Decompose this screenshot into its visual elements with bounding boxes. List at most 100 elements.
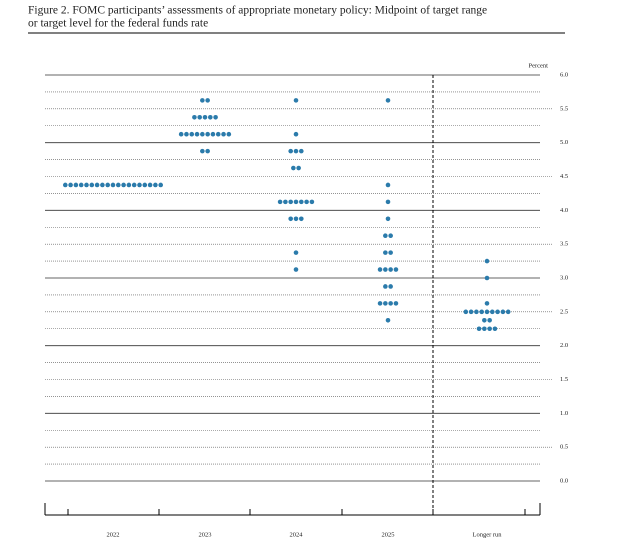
- dot: [490, 309, 495, 315]
- x-tick-label: 2023: [199, 531, 212, 538]
- y-axis-label: Percent: [529, 62, 549, 69]
- dot: [385, 317, 391, 323]
- dot: [153, 182, 158, 188]
- dot: [78, 182, 84, 188]
- dot: [296, 165, 301, 171]
- y-tick-label: 5.5: [560, 105, 568, 112]
- y-tick-label: 3.0: [560, 274, 568, 281]
- dot: [309, 199, 315, 205]
- dot: [500, 309, 506, 315]
- dot: [189, 131, 195, 137]
- dot: [383, 250, 388, 255]
- dot: [121, 182, 126, 188]
- dot: [226, 131, 232, 137]
- dot: [484, 309, 490, 315]
- dot: [110, 182, 116, 188]
- dot: [388, 267, 393, 272]
- y-tick-label: 2.0: [560, 342, 568, 349]
- dot: [393, 301, 399, 306]
- y-tick-label: 5.0: [560, 139, 568, 146]
- dot: [68, 182, 73, 188]
- dot: [126, 182, 132, 188]
- dot: [105, 182, 110, 188]
- dot: [221, 131, 226, 137]
- dot: [205, 148, 210, 154]
- dot: [482, 326, 487, 332]
- dot: [383, 233, 388, 239]
- y-tick-label: 0.0: [560, 477, 568, 484]
- dot: [288, 216, 294, 222]
- y-tick-label: 4.5: [560, 173, 568, 180]
- dot: [213, 114, 218, 120]
- dot: [463, 309, 469, 315]
- x-tick-label: 2024: [290, 531, 304, 538]
- dot: [388, 233, 393, 239]
- dot: [492, 326, 498, 332]
- dot: [200, 98, 205, 103]
- y-tick-label: 1.0: [560, 410, 568, 417]
- dot: [288, 199, 294, 205]
- dot: [291, 165, 296, 171]
- dot: [142, 182, 148, 188]
- dot: [288, 148, 294, 154]
- dot: [293, 131, 299, 137]
- dot: [293, 199, 299, 205]
- dot: [383, 284, 388, 289]
- dot: [63, 182, 68, 188]
- dot: [293, 98, 299, 103]
- dot: [487, 317, 492, 323]
- y-tick-label: 0.5: [560, 444, 568, 451]
- dot: [487, 326, 492, 332]
- dot: [479, 309, 485, 315]
- dot: [194, 131, 200, 137]
- dot: [210, 131, 216, 137]
- x-tick-label: 2022: [107, 531, 120, 538]
- dot: [277, 199, 283, 205]
- y-tick-label: 1.5: [560, 376, 568, 383]
- dot: [383, 301, 388, 306]
- y-tick-label: 6.0: [560, 71, 568, 78]
- dot: [385, 216, 391, 222]
- dot: [215, 131, 221, 137]
- dot: [89, 182, 95, 188]
- dot: [385, 199, 391, 205]
- dot: [116, 182, 121, 188]
- dot: [484, 258, 490, 264]
- dot: [197, 114, 202, 120]
- dot: [388, 284, 393, 289]
- y-tick-label: 3.5: [560, 241, 568, 248]
- dot: [299, 199, 304, 205]
- title-line: Figure 2. FOMC participants’ assessments…: [28, 5, 487, 17]
- dot: [393, 267, 399, 272]
- dot: [158, 182, 163, 188]
- dot: [385, 182, 391, 188]
- dot: [474, 309, 479, 315]
- dot: [205, 98, 210, 103]
- dot: [283, 199, 288, 205]
- dot: [84, 182, 89, 188]
- title-line: or target level for the federal funds ra…: [28, 18, 208, 30]
- dot: [299, 148, 304, 154]
- dot: [377, 267, 383, 272]
- dot: [505, 309, 511, 315]
- dot: [192, 114, 197, 120]
- dot: [100, 182, 105, 188]
- dot: [468, 309, 474, 315]
- dot: [299, 216, 304, 222]
- x-tick-label: 2025: [382, 531, 395, 538]
- dot: [388, 250, 393, 255]
- dot: [94, 182, 100, 188]
- dot: [293, 250, 299, 255]
- dot: [184, 131, 189, 137]
- dot: [293, 216, 299, 222]
- dot: [383, 267, 388, 272]
- dot: [304, 199, 309, 205]
- dot: [200, 148, 205, 154]
- y-tick-label: 4.0: [560, 207, 568, 214]
- dot: [377, 301, 383, 306]
- dot: [484, 301, 490, 306]
- dot: [147, 182, 153, 188]
- dot: [208, 114, 213, 120]
- dot: [495, 309, 500, 315]
